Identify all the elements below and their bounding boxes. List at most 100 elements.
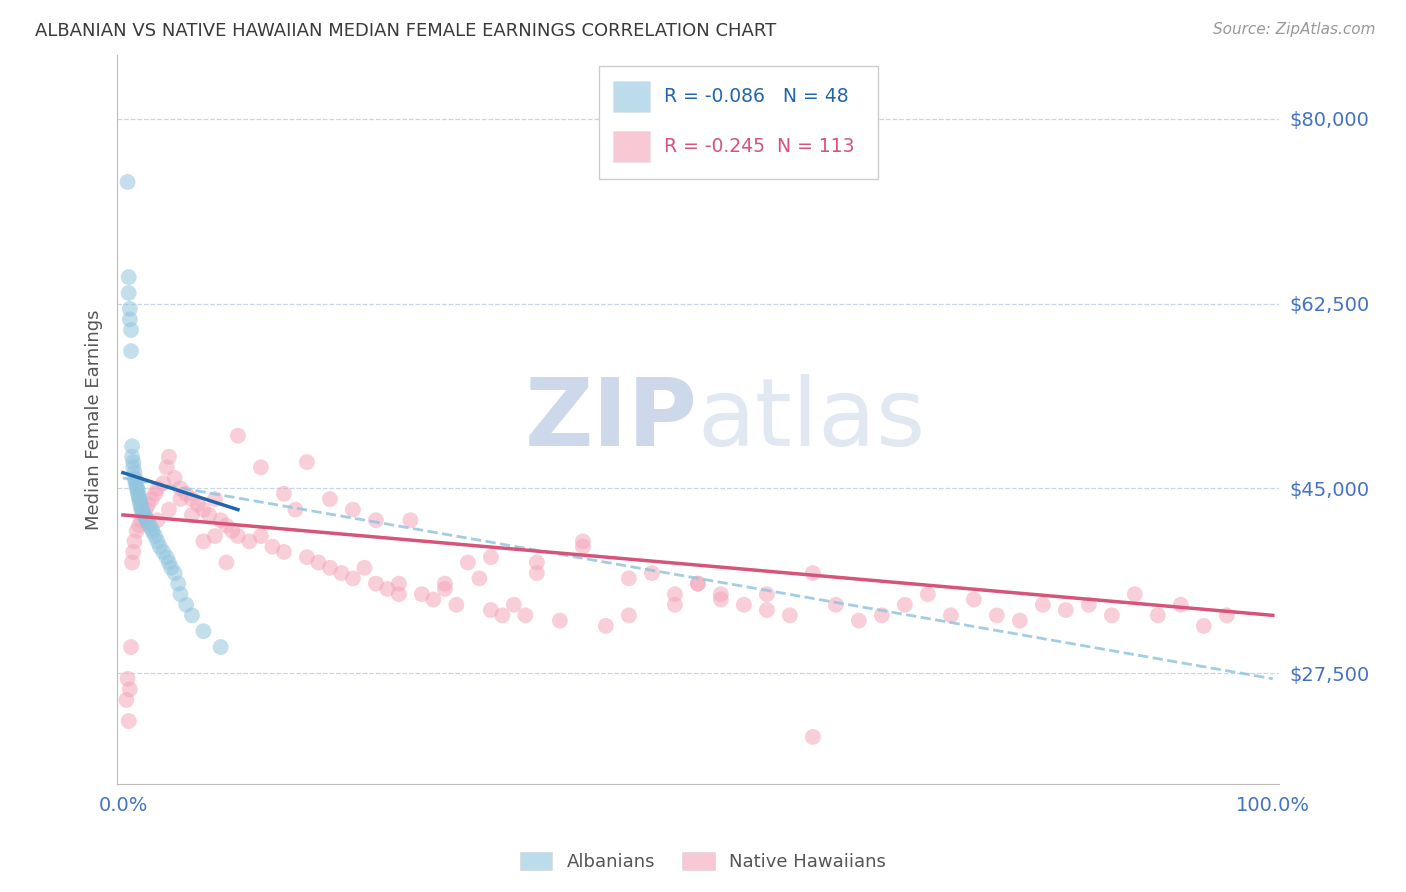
Point <box>169 587 191 601</box>
Y-axis label: Median Female Earnings: Median Female Earnings <box>86 310 103 530</box>
Point <box>118 270 141 285</box>
Point <box>824 598 846 612</box>
Point <box>491 608 513 623</box>
Point <box>353 561 375 575</box>
Point <box>122 545 145 559</box>
Point <box>1123 587 1146 601</box>
Point <box>342 502 364 516</box>
Bar <box>613 131 650 161</box>
Point <box>1101 608 1123 623</box>
Text: Source: ZipAtlas.com: Source: ZipAtlas.com <box>1212 22 1375 37</box>
Point <box>848 614 870 628</box>
Point <box>209 640 232 654</box>
Point <box>118 312 141 326</box>
Point <box>446 598 468 612</box>
Point <box>377 582 399 596</box>
Point <box>226 428 249 442</box>
Point <box>146 513 169 527</box>
Point <box>917 587 939 601</box>
Point <box>502 598 524 612</box>
Point <box>157 502 180 516</box>
Point <box>526 566 548 580</box>
Point <box>238 534 260 549</box>
Text: R = -0.245  N = 113: R = -0.245 N = 113 <box>664 136 855 156</box>
Point <box>221 524 243 538</box>
Point <box>117 672 139 686</box>
Point <box>160 561 183 575</box>
Point <box>131 513 153 527</box>
Point <box>617 571 640 585</box>
Point <box>152 545 174 559</box>
Point <box>187 497 209 511</box>
Point <box>135 502 157 516</box>
Point <box>129 494 152 508</box>
Point <box>118 682 141 697</box>
Point <box>134 508 156 523</box>
Point <box>124 473 146 487</box>
Point <box>198 508 221 522</box>
Point <box>143 529 166 543</box>
Point <box>215 556 238 570</box>
Point <box>118 301 141 316</box>
Text: R = -0.086   N = 48: R = -0.086 N = 48 <box>664 87 849 106</box>
Point <box>894 598 917 612</box>
Point <box>125 479 148 493</box>
Point <box>411 587 433 601</box>
Point <box>193 624 215 639</box>
Point <box>125 524 148 538</box>
Point <box>157 556 180 570</box>
Legend: Albanians, Native Hawaiians: Albanians, Native Hawaiians <box>513 845 893 879</box>
Point <box>364 576 387 591</box>
Point <box>128 491 150 506</box>
Point <box>135 511 157 525</box>
Point <box>388 587 411 601</box>
Point <box>1054 603 1077 617</box>
Point <box>132 507 155 521</box>
Point <box>142 524 165 539</box>
Point <box>122 460 145 475</box>
Point <box>319 491 342 506</box>
Point <box>963 592 986 607</box>
Point <box>121 439 143 453</box>
Point <box>295 550 318 565</box>
Point <box>204 529 226 543</box>
Point <box>124 476 146 491</box>
Point <box>118 285 141 300</box>
Point <box>157 450 180 464</box>
Point <box>710 587 733 601</box>
Point <box>617 608 640 623</box>
Point <box>149 540 172 554</box>
Bar <box>613 81 650 112</box>
Point <box>457 556 479 570</box>
Point <box>273 487 295 501</box>
Point <box>181 608 204 623</box>
Point <box>141 522 163 536</box>
Point <box>870 608 893 623</box>
Point <box>595 619 617 633</box>
FancyBboxPatch shape <box>599 66 877 179</box>
Point <box>117 175 139 189</box>
Point <box>128 490 150 504</box>
Point <box>686 576 709 591</box>
Point <box>388 576 411 591</box>
Point <box>121 450 143 464</box>
Point <box>1170 598 1192 612</box>
Point <box>146 534 169 549</box>
Point <box>526 556 548 570</box>
Point <box>801 566 824 580</box>
Point <box>136 497 159 511</box>
Point <box>641 566 664 580</box>
Point <box>163 471 186 485</box>
Point <box>572 540 595 554</box>
Point <box>118 714 141 728</box>
Point <box>136 513 159 527</box>
Point <box>572 534 595 549</box>
Point <box>939 608 962 623</box>
Point <box>733 598 755 612</box>
Point <box>120 344 142 359</box>
Point <box>479 603 502 617</box>
Point <box>1192 619 1215 633</box>
Point <box>115 693 138 707</box>
Point <box>132 508 155 522</box>
Point <box>163 566 186 580</box>
